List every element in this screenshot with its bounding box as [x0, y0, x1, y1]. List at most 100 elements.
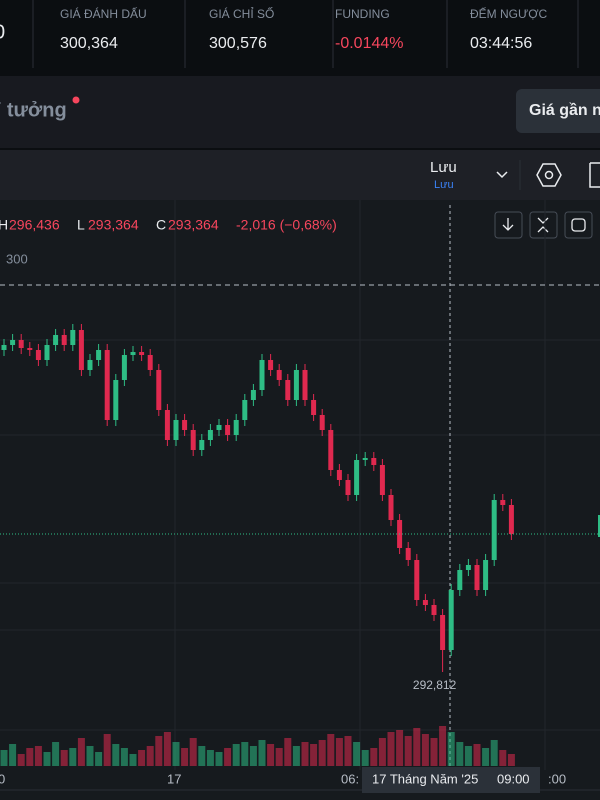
btn[interactable]: [564, 211, 593, 239]
stat-label: ĐẾM NGƯỢC: [470, 6, 548, 21]
stat-labels: GIÁ ĐÁNH DẤU GIÁ CHỈ SỐ FUNDING ĐẾM NGƯỢ…: [60, 6, 548, 21]
tab-bar: [0, 76, 600, 148]
toolbar: [0, 150, 600, 200]
volume-bar: [60, 750, 68, 766]
candle-body: [233, 420, 239, 435]
legend-change: -2,016 (−0,68%): [236, 217, 337, 233]
candle-body: [156, 370, 162, 410]
candle-body: [207, 430, 213, 440]
x-tick-label: 17 Tháng Năm '25: [372, 771, 478, 786]
volume-bar: [267, 744, 275, 766]
save-label[interactable]: Lưu: [430, 159, 457, 176]
candle-body: [354, 460, 360, 495]
volume-bar: [258, 740, 266, 766]
candle-body: [44, 345, 50, 360]
volume-bar: [370, 748, 378, 766]
volume-bar: [26, 748, 34, 766]
candle-body: [362, 458, 368, 460]
volume-bar: [77, 738, 85, 766]
candle-body: [121, 355, 127, 380]
candle-body: [405, 548, 411, 560]
candle-body: [10, 340, 16, 345]
edge-candle: [598, 515, 600, 537]
legend-key: H: [0, 217, 8, 233]
volume-bar: [189, 738, 197, 766]
candle-body: [139, 352, 145, 355]
dropdown-icon[interactable]: [496, 171, 508, 179]
volume-bar: [292, 746, 300, 766]
volume-bar: [172, 742, 180, 766]
save-sub: Lưu: [434, 179, 454, 191]
volume-bar: [224, 748, 232, 766]
badge: [72, 96, 80, 104]
price-button-label[interactable]: Giá gần nhất: [529, 102, 600, 119]
x-tick-label: 06:: [341, 771, 359, 786]
candle-body: [500, 500, 506, 505]
btn[interactable]: [494, 211, 523, 239]
volume-bar: [163, 732, 171, 766]
settings-dot: [544, 170, 554, 180]
volume-bar: [507, 754, 515, 766]
candle-body: [388, 495, 394, 520]
volume-bar: [335, 738, 343, 766]
volume-bar: [447, 732, 455, 766]
candle-body: [18, 340, 24, 348]
volume-bar: [138, 750, 146, 766]
header-edge: 0: [0, 21, 5, 43]
ideas-tab[interactable]: Ý tưởng: [0, 97, 67, 121]
candle-body: [268, 360, 274, 370]
legend-key: C: [156, 217, 166, 233]
candle-body: [190, 430, 196, 450]
volume-bar: [120, 748, 128, 766]
volume-bar: [499, 750, 507, 766]
volume-bar: [301, 742, 309, 766]
candle-body: [336, 470, 342, 480]
volume-bar: [387, 732, 395, 766]
x-tick-label: 09:00: [497, 771, 530, 786]
stat-value: 300,364: [60, 35, 118, 52]
time-tooltip: [362, 767, 540, 793]
stat-label: FUNDING: [335, 7, 390, 21]
btn[interactable]: [529, 211, 558, 239]
candle-body: [491, 500, 497, 560]
volume-bar: [95, 752, 103, 766]
candle-body: [250, 390, 256, 400]
candle-body: [311, 400, 317, 415]
chart-button-icons: [502, 217, 586, 233]
candle-body: [173, 420, 179, 440]
volume-bar: [52, 742, 60, 766]
candle-body: [164, 410, 170, 440]
price-button[interactable]: [516, 89, 600, 133]
volume-bar: [112, 744, 120, 766]
volume-bar: [9, 744, 17, 766]
candle-body: [78, 330, 84, 370]
candle-body: [285, 380, 291, 400]
chart-area: [0, 200, 600, 800]
candle-body: [302, 370, 308, 400]
layout-icon[interactable]: [589, 162, 600, 188]
volume-bar: [198, 746, 206, 766]
volume-bar: [318, 740, 326, 766]
volume-bar: [456, 742, 464, 766]
candle-body: [414, 560, 420, 600]
volume-bar: [103, 734, 111, 766]
stat-value: 300,576: [209, 35, 267, 52]
stat-value: -0.0144%: [335, 35, 404, 52]
volume-bar: [310, 744, 318, 766]
volume-bar: [249, 746, 257, 766]
legend-value: 293,364: [88, 217, 139, 233]
volume-bar: [86, 746, 94, 766]
settings-icon[interactable]: [536, 163, 562, 187]
candle-body: [199, 440, 205, 450]
candle-body: [147, 355, 153, 370]
volume-bar: [439, 726, 447, 766]
candle-body: [345, 480, 351, 495]
volume-bar: [146, 746, 154, 766]
candle-body: [474, 565, 480, 590]
candle-body: [182, 420, 188, 430]
volume-bar: [17, 754, 25, 766]
dividers: [32, 0, 579, 190]
chart-buttons: [494, 211, 593, 239]
x-tick-label: :00: [548, 771, 566, 786]
candle-body: [130, 352, 136, 355]
